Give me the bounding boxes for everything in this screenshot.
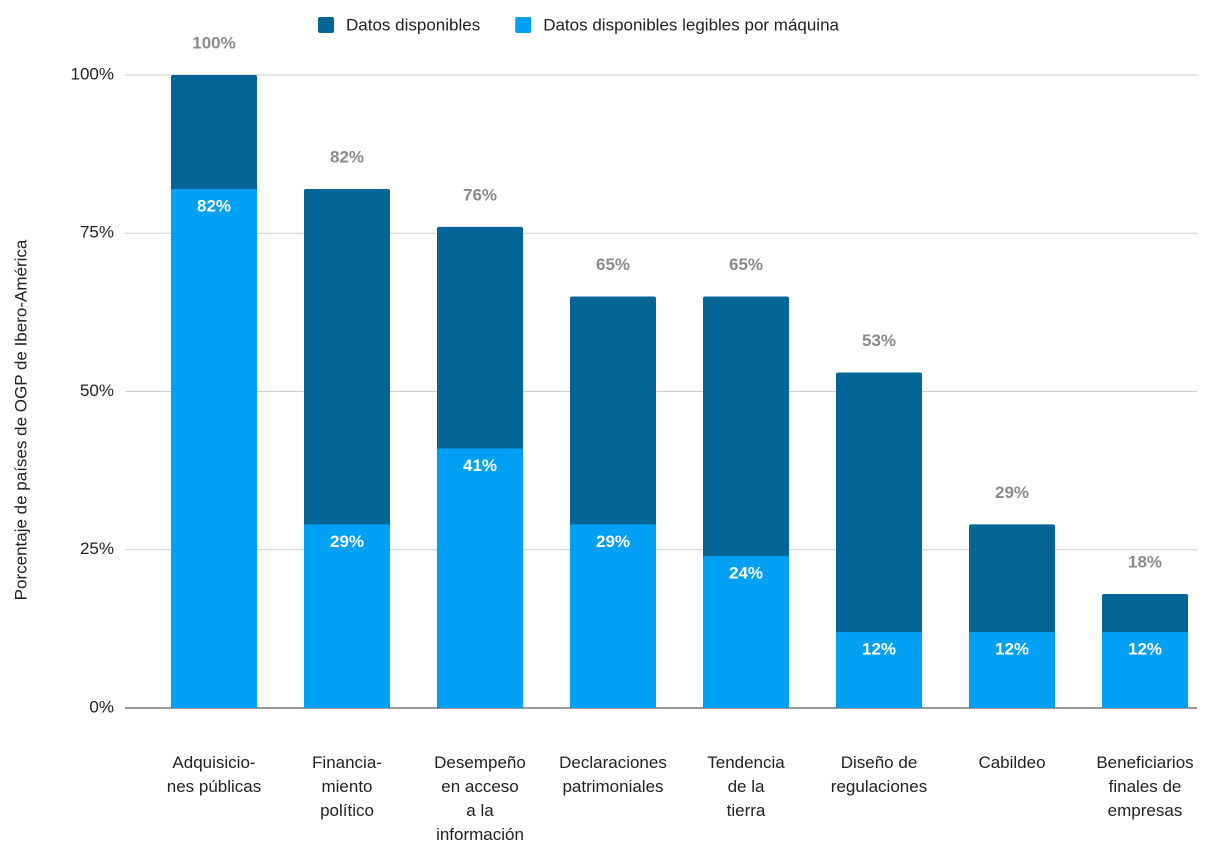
bar [703, 556, 789, 708]
x-tick-label: Desempeño en acceso a la información [434, 753, 526, 844]
data-label: 12% [1128, 640, 1162, 659]
y-tick-label: 25% [80, 539, 114, 558]
y-axis-label: Porcentaje de países de OGP de Ibero-Amé… [11, 239, 30, 600]
legend-label: Datos disponibles [346, 15, 480, 34]
legend-swatch [515, 17, 532, 33]
data-label: 12% [862, 640, 896, 659]
data-label: 29% [596, 532, 630, 551]
data-label: 12% [995, 640, 1029, 659]
legend-label: Datos disponibles legibles por máquina [543, 15, 839, 34]
bar [1102, 632, 1188, 708]
legend-swatch [318, 17, 334, 33]
bar [570, 524, 656, 708]
data-label: 29% [330, 532, 364, 551]
data-label: 41% [463, 456, 497, 475]
bar [836, 372, 922, 708]
bar [437, 448, 523, 708]
data-label: 82% [330, 147, 364, 166]
bar [969, 632, 1055, 708]
x-tick-label: Tendencia de la tierra [707, 753, 785, 820]
data-label: 82% [197, 196, 231, 215]
x-tick-label: Diseño de regulaciones [830, 753, 928, 796]
bar [836, 632, 922, 708]
data-label: 65% [729, 255, 763, 274]
x-tick-label: Cabildeo [978, 753, 1046, 772]
y-tick-label: 50% [80, 381, 114, 400]
data-label: 29% [995, 483, 1029, 502]
bar [171, 188, 257, 708]
x-tick-label: Declaraciones patrimoniales [559, 753, 667, 796]
data-label: 76% [463, 185, 497, 204]
y-tick-label: 0% [89, 697, 114, 716]
x-tick-label: Beneficiarios finales de empresas [1096, 753, 1194, 820]
data-label: 18% [1128, 553, 1162, 572]
data-label: 100% [192, 33, 235, 52]
data-label: 24% [729, 564, 763, 583]
y-tick-label: 100% [71, 64, 114, 83]
x-tick-label: Adquisicio- nes públicas [166, 753, 262, 796]
data-label: 65% [596, 255, 630, 274]
bar [304, 524, 390, 708]
data-label: 53% [862, 331, 896, 350]
x-tick-label: Financia- miento político [312, 753, 382, 820]
y-tick-label: 75% [80, 223, 114, 242]
